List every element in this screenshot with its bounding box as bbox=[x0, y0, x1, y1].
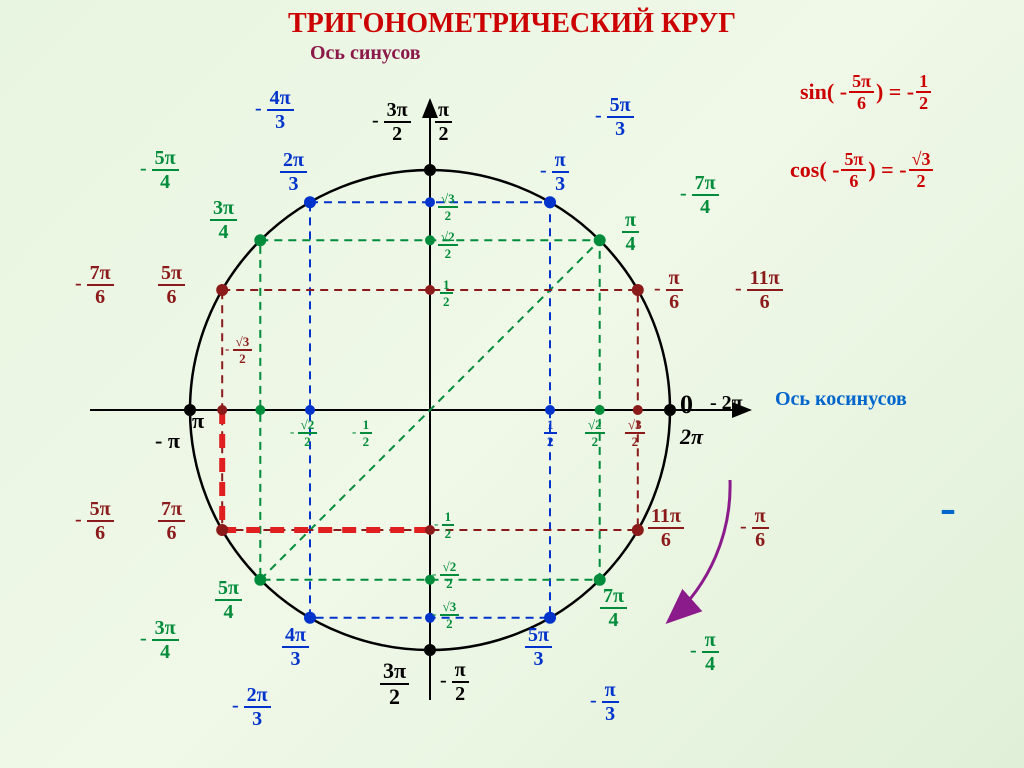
lbl-pi2: π2 bbox=[435, 100, 452, 144]
eq-sin: sin( - 5π6 ) = - 12 bbox=[800, 72, 931, 112]
xax-3 bbox=[633, 405, 643, 415]
lbl-pi3: - π3 bbox=[540, 150, 569, 194]
pt-3pi2 bbox=[424, 644, 436, 656]
lbl-7pi6: 7π6 bbox=[158, 499, 185, 543]
lbl-5pi4: 5π4 bbox=[215, 578, 242, 622]
lbl-neg-pi4-q4: - π4 bbox=[690, 630, 719, 674]
lbl-5pi6: 5π6 bbox=[158, 263, 185, 307]
pt-11pi6 bbox=[632, 524, 644, 536]
lbl-neg-7pi6: - 7π6 bbox=[75, 263, 114, 307]
pt-7pi6 bbox=[216, 524, 228, 536]
lbl-4pi3: 4π3 bbox=[282, 625, 309, 669]
pt-5pi3 bbox=[544, 612, 556, 624]
pt-7pi4 bbox=[594, 574, 606, 586]
pt-pi6 bbox=[632, 284, 644, 296]
xax-6 bbox=[217, 405, 227, 415]
lbl-pi4: π4 bbox=[622, 210, 639, 254]
xtick-sqrt2-2: √22 bbox=[585, 418, 605, 448]
lbl-neg-5pi6-q3: - 5π6 bbox=[75, 499, 114, 543]
lbl-neg-pi: - π bbox=[155, 428, 180, 454]
lbl-2pi: 2π bbox=[680, 424, 703, 450]
lbl-neg-pi3-q4: - π3 bbox=[590, 680, 619, 724]
main-title: ТРИГОНОМЕТРИЧЕСКИЙ КРУГ bbox=[0, 8, 1024, 40]
ytick-neg-sqrt3-2: - √32 bbox=[432, 600, 459, 630]
lbl-neg-7pi4: - 7π4 bbox=[680, 173, 719, 217]
yax-2 bbox=[425, 235, 435, 245]
negative-direction-arc bbox=[670, 480, 730, 620]
ytick-sqrt2-2: √22 bbox=[438, 230, 458, 260]
xtick-neg-sqrt3-2: - √32 bbox=[225, 335, 252, 365]
xax-5 bbox=[255, 405, 265, 415]
lbl-3pi2: 3π2 bbox=[380, 660, 409, 708]
ytick-sqrt3-2: √32 bbox=[438, 192, 458, 222]
lbl-pi6: - π6 bbox=[654, 268, 683, 312]
pt-5pi4 bbox=[254, 574, 266, 586]
pt-5pi6 bbox=[216, 284, 228, 296]
eq-cos: cos( - 5π6 ) = - √32 bbox=[790, 150, 933, 190]
lbl-2pi3: 2π3 bbox=[280, 150, 307, 194]
ytick-neg-half: - 12 bbox=[434, 510, 454, 540]
ytick-half: 12 bbox=[440, 278, 453, 308]
yax-3 bbox=[425, 285, 435, 295]
lbl-3pi4: 3π4 bbox=[210, 198, 237, 242]
lbl-neg-11pi6: - 11π6 bbox=[735, 268, 783, 312]
lbl-neg-2pi3-q3: - 2π3 bbox=[232, 685, 271, 729]
xax-4 bbox=[305, 405, 315, 415]
xtick-neg-sqrt2-2: - √22 bbox=[290, 418, 317, 448]
unit-circle-diagram bbox=[30, 60, 730, 760]
pt-pi2 bbox=[424, 164, 436, 176]
ytick-neg-sqrt2-2: - √22 bbox=[432, 560, 459, 590]
lbl-neg-pi2-bot: - π2 bbox=[440, 660, 469, 704]
cos-axis-title: Ось косинусов bbox=[775, 388, 907, 411]
lbl-5pi3: 5π3 bbox=[525, 625, 552, 669]
lbl-zero: 0 bbox=[680, 390, 693, 420]
lbl-neg-4pi3: - 4π3 bbox=[255, 88, 294, 132]
pt-2pi3 bbox=[304, 196, 316, 208]
xax-1 bbox=[545, 405, 555, 415]
pt-0 bbox=[664, 404, 676, 416]
pt-3pi4 bbox=[254, 234, 266, 246]
lbl-7pi4: 7π4 bbox=[600, 586, 627, 630]
lbl-neg-pi6-q4: - π6 bbox=[740, 506, 769, 550]
xax-2 bbox=[595, 405, 605, 415]
lbl-neg-2pi: - 2π bbox=[710, 392, 743, 415]
lbl-pi: π bbox=[192, 408, 204, 434]
pt-4pi3 bbox=[304, 612, 316, 624]
lbl-neg-5pi3: - 5π3 bbox=[595, 95, 634, 139]
lbl-neg-5pi4: - 5π4 bbox=[140, 148, 179, 192]
pt-pi4 bbox=[594, 234, 606, 246]
lbl-neg-3pi4-q3: - 3π4 bbox=[140, 618, 179, 662]
xtick-neg-half: - 12 bbox=[352, 418, 372, 448]
xtick-half: 12 bbox=[544, 418, 557, 448]
lbl-11pi6: 11π6 bbox=[648, 506, 684, 550]
negative-dir-minus: - bbox=[940, 480, 956, 535]
xtick-sqrt3-2: √32 bbox=[625, 418, 645, 448]
yax-1 bbox=[425, 197, 435, 207]
pt-pi3 bbox=[544, 196, 556, 208]
lbl-neg-3pi2: - 3π2 bbox=[372, 100, 411, 144]
